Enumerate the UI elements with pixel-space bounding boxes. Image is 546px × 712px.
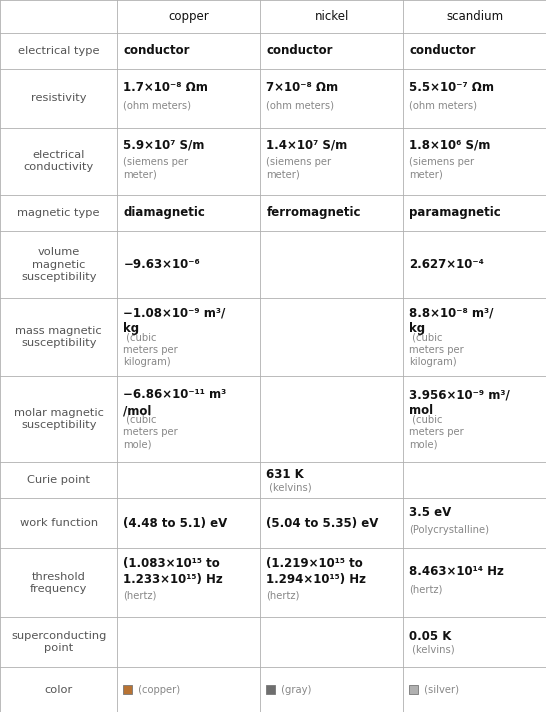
Text: work function: work function bbox=[20, 518, 98, 528]
Text: 1.4×10⁷ S/m: 1.4×10⁷ S/m bbox=[266, 139, 348, 152]
Text: copper: copper bbox=[169, 10, 209, 23]
Text: (4.48 to 5.1) eV: (4.48 to 5.1) eV bbox=[123, 517, 228, 530]
Text: electrical type: electrical type bbox=[18, 46, 99, 56]
Text: Curie point: Curie point bbox=[27, 475, 90, 485]
Text: 5.9×10⁷ S/m: 5.9×10⁷ S/m bbox=[123, 139, 205, 152]
Text: (hertz): (hertz) bbox=[410, 585, 443, 595]
Text: (gray): (gray) bbox=[278, 685, 312, 695]
Text: 3.956×10⁻⁹ m³/
mol: 3.956×10⁻⁹ m³/ mol bbox=[410, 388, 511, 417]
Text: nickel: nickel bbox=[315, 10, 349, 23]
Text: (silver): (silver) bbox=[422, 685, 460, 695]
Text: mass magnetic
susceptibility: mass magnetic susceptibility bbox=[15, 326, 102, 348]
Text: color: color bbox=[45, 685, 73, 695]
Text: (1.219×10¹⁵ to
1.294×10¹⁵) Hz: (1.219×10¹⁵ to 1.294×10¹⁵) Hz bbox=[266, 557, 366, 586]
Text: conductor: conductor bbox=[410, 44, 476, 58]
Text: magnetic type: magnetic type bbox=[17, 208, 100, 218]
Text: superconducting
point: superconducting point bbox=[11, 631, 106, 654]
Text: 1.8×10⁶ S/m: 1.8×10⁶ S/m bbox=[410, 139, 491, 152]
Text: 2.627×10⁻⁴: 2.627×10⁻⁴ bbox=[410, 258, 484, 271]
Text: −1.08×10⁻⁹ m³/
kg: −1.08×10⁻⁹ m³/ kg bbox=[123, 306, 225, 335]
Text: (ohm meters): (ohm meters) bbox=[123, 100, 192, 110]
Text: (siemens per
meter): (siemens per meter) bbox=[123, 157, 188, 179]
Bar bbox=[410, 685, 418, 694]
Text: (kelvins): (kelvins) bbox=[266, 482, 312, 492]
Text: (copper): (copper) bbox=[135, 685, 181, 695]
Text: conductor: conductor bbox=[123, 44, 190, 58]
Text: paramagnetic: paramagnetic bbox=[410, 206, 501, 219]
Text: (hertz): (hertz) bbox=[266, 590, 300, 601]
Text: (ohm meters): (ohm meters) bbox=[266, 100, 335, 110]
Bar bbox=[266, 685, 275, 694]
Text: 8.8×10⁻⁸ m³/
kg: 8.8×10⁻⁸ m³/ kg bbox=[410, 306, 494, 335]
Text: scandium: scandium bbox=[446, 10, 503, 23]
Text: −6.86×10⁻¹¹ m³
/mol: −6.86×10⁻¹¹ m³ /mol bbox=[123, 388, 227, 417]
Text: threshold
frequency: threshold frequency bbox=[30, 572, 87, 594]
Text: (cubic
meters per
kilogram): (cubic meters per kilogram) bbox=[123, 333, 178, 367]
Text: volume
magnetic
susceptibility: volume magnetic susceptibility bbox=[21, 247, 97, 282]
Text: 631 K: 631 K bbox=[266, 468, 304, 481]
Text: (cubic
meters per
kilogram): (cubic meters per kilogram) bbox=[410, 333, 464, 367]
Text: −9.63×10⁻⁶: −9.63×10⁻⁶ bbox=[123, 258, 200, 271]
Text: (siemens per
meter): (siemens per meter) bbox=[410, 157, 474, 179]
Text: (cubic
meters per
mole): (cubic meters per mole) bbox=[410, 414, 464, 449]
Text: 5.5×10⁻⁷ Ωm: 5.5×10⁻⁷ Ωm bbox=[410, 80, 495, 94]
Text: (1.083×10¹⁵ to
1.233×10¹⁵) Hz: (1.083×10¹⁵ to 1.233×10¹⁵) Hz bbox=[123, 557, 223, 586]
Text: (cubic
meters per
mole): (cubic meters per mole) bbox=[123, 414, 178, 449]
Text: ferromagnetic: ferromagnetic bbox=[266, 206, 361, 219]
Text: electrical
conductivity: electrical conductivity bbox=[23, 150, 94, 172]
Bar bbox=[123, 685, 132, 694]
Text: resistivity: resistivity bbox=[31, 93, 86, 103]
Text: 7×10⁻⁸ Ωm: 7×10⁻⁸ Ωm bbox=[266, 80, 339, 94]
Text: 3.5 eV: 3.5 eV bbox=[410, 506, 452, 518]
Text: (ohm meters): (ohm meters) bbox=[410, 100, 478, 110]
Text: (siemens per
meter): (siemens per meter) bbox=[266, 157, 331, 179]
Text: (kelvins): (kelvins) bbox=[410, 644, 455, 654]
Text: 1.7×10⁻⁸ Ωm: 1.7×10⁻⁸ Ωm bbox=[123, 80, 208, 94]
Text: diamagnetic: diamagnetic bbox=[123, 206, 205, 219]
Text: (Polycrystalline): (Polycrystalline) bbox=[410, 525, 490, 535]
Text: 8.463×10¹⁴ Hz: 8.463×10¹⁴ Hz bbox=[410, 565, 505, 578]
Text: (hertz): (hertz) bbox=[123, 590, 157, 601]
Text: (5.04 to 5.35) eV: (5.04 to 5.35) eV bbox=[266, 517, 379, 530]
Text: conductor: conductor bbox=[266, 44, 333, 58]
Text: molar magnetic
susceptibility: molar magnetic susceptibility bbox=[14, 408, 104, 430]
Text: 0.05 K: 0.05 K bbox=[410, 629, 452, 643]
